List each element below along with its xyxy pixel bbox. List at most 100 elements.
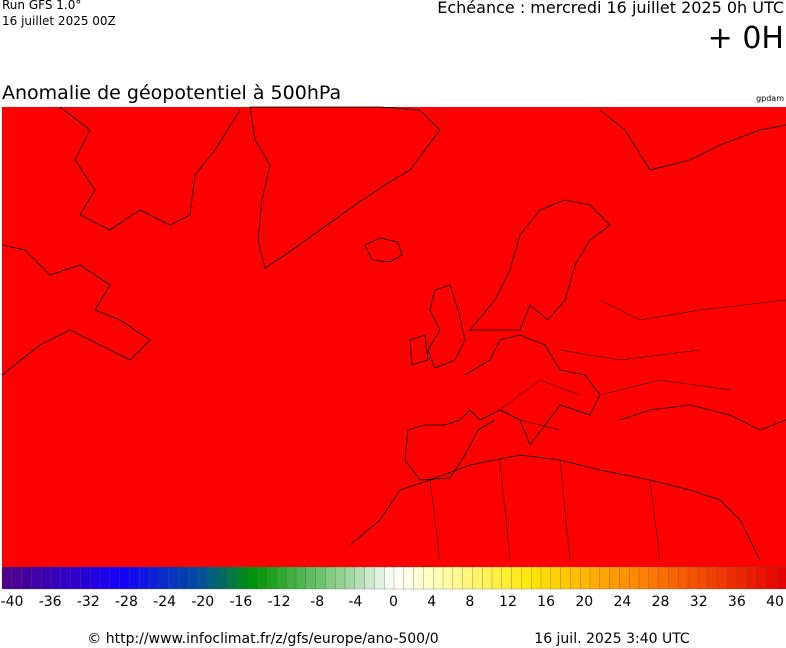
colorbar-tick-label: -40	[1, 594, 24, 610]
color-swatch	[570, 566, 581, 590]
color-swatch	[217, 566, 228, 590]
color-swatch	[384, 566, 395, 590]
color-swatch	[707, 566, 718, 590]
color-swatch	[521, 566, 532, 590]
color-swatch	[580, 566, 591, 590]
color-swatch	[207, 566, 219, 590]
color-swatch	[227, 566, 238, 590]
color-swatch	[609, 566, 620, 590]
color-swatch	[276, 566, 287, 590]
color-swatch	[109, 566, 121, 590]
colorbar-tick-label: -12	[268, 594, 291, 610]
color-swatch	[776, 566, 786, 590]
color-swatch	[70, 566, 81, 590]
color-swatch	[736, 566, 748, 590]
color-swatch	[158, 566, 170, 590]
color-swatch	[687, 566, 699, 590]
color-swatch	[472, 566, 483, 590]
color-swatch	[237, 566, 248, 590]
color-swatch	[423, 566, 434, 590]
color-swatch	[540, 566, 552, 590]
map-title: Anomalie de géopotentiel à 500hPa	[2, 82, 341, 104]
color-swatch	[305, 566, 317, 590]
color-swatch	[21, 566, 32, 590]
colorbar-tick-label: -16	[229, 594, 252, 610]
color-swatch	[413, 566, 424, 590]
color-swatch	[354, 566, 366, 590]
color-swatch	[648, 566, 660, 590]
borders	[429, 299, 786, 561]
color-swatch	[119, 566, 130, 590]
colorbar-tick-label: 8	[465, 594, 474, 610]
color-swatch	[80, 566, 91, 590]
colorbar-tick-label: -4	[348, 594, 362, 610]
color-swatch	[139, 566, 150, 590]
colorbar-tick-label: 32	[690, 594, 708, 610]
anomaly-field	[2, 107, 786, 567]
color-swatch	[433, 566, 444, 590]
run-label: Run GFS 1.0°	[2, 0, 81, 12]
color-swatch	[491, 566, 503, 590]
color-swatch	[31, 566, 42, 590]
color-swatch	[246, 566, 258, 590]
color-swatch	[589, 566, 601, 590]
color-swatch	[11, 566, 23, 590]
colorbar-tick-label: 28	[652, 594, 670, 610]
color-swatch	[697, 566, 709, 590]
map	[1, 106, 786, 567]
colorbar-tick-label: 16	[537, 594, 555, 610]
color-swatch	[266, 566, 277, 590]
unit-label: gpdam	[756, 94, 784, 103]
colorbar-tick-label: 36	[728, 594, 746, 610]
color-swatch	[599, 566, 611, 590]
color-swatch	[50, 566, 62, 590]
color-swatch	[717, 566, 728, 590]
color-swatch	[286, 566, 297, 590]
color-swatch	[560, 566, 571, 590]
color-swatch	[178, 566, 189, 590]
colorbar-tick-label: 12	[499, 594, 517, 610]
color-swatch	[452, 566, 464, 590]
colorbar-tick-label: 20	[575, 594, 593, 610]
color-swatch	[531, 566, 542, 590]
color-swatch	[99, 566, 111, 590]
color-swatch	[197, 566, 209, 590]
color-swatch	[256, 566, 268, 590]
color-swatch	[619, 566, 630, 590]
color-swatch	[1, 566, 13, 590]
color-swatch	[315, 566, 326, 590]
color-swatch	[325, 566, 336, 590]
colorbar-tick-label: -8	[310, 594, 324, 610]
color-swatch	[501, 566, 513, 590]
color-swatch	[746, 566, 758, 590]
colorbar-tick-label: 0	[389, 594, 398, 610]
colorbar-tick-label: -32	[77, 594, 100, 610]
color-swatch	[295, 566, 307, 590]
color-swatch	[374, 566, 385, 590]
colorbar-tick-label: -28	[115, 594, 138, 610]
color-swatch	[41, 566, 52, 590]
color-swatch	[188, 566, 199, 590]
color-swatch	[148, 566, 160, 590]
color-swatch	[344, 566, 356, 590]
color-swatch	[129, 566, 140, 590]
color-swatch	[364, 566, 375, 590]
color-swatch	[678, 566, 689, 590]
source-url: © http://www.infoclimat.fr/z/gfs/europe/…	[87, 631, 438, 647]
color-swatch	[335, 566, 346, 590]
colorbar-tick-label: -36	[39, 594, 62, 610]
color-swatch	[668, 566, 679, 590]
generated-time: 16 juil. 2025 3:40 UTC	[534, 631, 690, 647]
color-swatch	[462, 566, 473, 590]
color-swatch	[629, 566, 640, 590]
color-swatch	[658, 566, 669, 590]
color-swatch	[60, 566, 72, 590]
color-swatch	[90, 566, 101, 590]
colorbar-tick-label: 24	[613, 594, 631, 610]
colorbar: -40 -36 -32 -28 -24 -20 -16 -12 -8 -4 0 4 8 12 16 20 24 2…	[1, 566, 786, 610]
colorbar-tick-label: 4	[427, 594, 436, 610]
color-swatch	[168, 566, 179, 590]
color-swatch	[766, 566, 777, 590]
